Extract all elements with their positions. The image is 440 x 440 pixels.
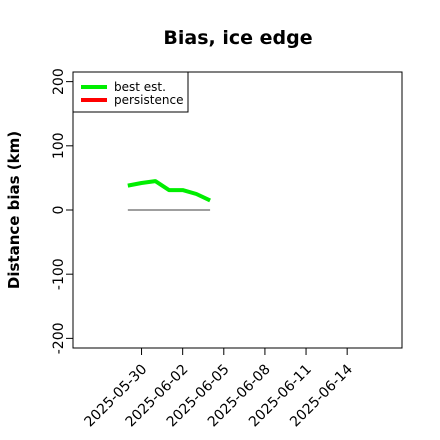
legend-label: persistence (114, 93, 183, 107)
y-tick-label: 100 (51, 132, 67, 159)
legend-label: best est. (114, 80, 166, 94)
y-tick-label: 0 (51, 206, 67, 215)
legend: best est.persistence (72, 71, 189, 113)
y-tick-label: -100 (51, 258, 67, 290)
chart-title: Bias, ice edge (163, 27, 312, 49)
y-tick-label: 200 (51, 68, 67, 95)
y-tick-label: -200 (51, 322, 67, 354)
series-line-best-estimate (127, 179, 211, 203)
data-marks (127, 179, 211, 211)
legend-box (72, 71, 189, 113)
y-axis-label: Distance bias (km) (5, 131, 23, 289)
